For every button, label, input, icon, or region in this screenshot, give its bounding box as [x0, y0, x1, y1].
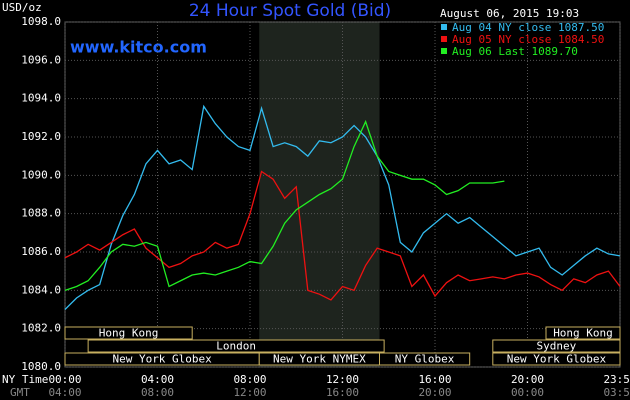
x2-row-label: GMT	[10, 386, 30, 399]
chart-title: 24 Hour Spot Gold (Bid)	[189, 1, 391, 21]
y-tick-label: 1082.0	[21, 322, 61, 335]
y-tick-label: 1086.0	[21, 245, 61, 258]
legend-swatch	[441, 48, 447, 54]
y-tick-label: 1084.0	[21, 283, 61, 296]
x-tick-label: 08:00	[233, 373, 266, 386]
session: New York Globex	[492, 352, 621, 366]
series-line	[64, 170, 621, 301]
x2-tick-label: 08:00	[141, 386, 174, 399]
session: Hong Kong	[545, 326, 621, 340]
y-tick-label: 1094.0	[21, 92, 61, 105]
session: Hong Kong	[64, 326, 193, 340]
session-label: Sydney	[537, 340, 577, 353]
watermark: www.kitco.com	[70, 38, 207, 57]
x-row-label: NY Time	[2, 373, 48, 386]
session-label: New York Globex	[112, 353, 212, 366]
session-label: Hong Kong	[99, 327, 159, 340]
session: Sydney	[492, 339, 621, 353]
y-tick-label: 1098.0	[21, 15, 61, 28]
x-tick-label: 23:59	[603, 373, 630, 386]
y-tick-label: 1080.0	[21, 360, 61, 373]
session: London	[87, 339, 385, 353]
x2-tick-label: 04:00	[48, 386, 81, 399]
legend-label: Aug 04 NY close 1087.50	[452, 21, 604, 34]
y-tick-label: 1090.0	[21, 168, 61, 181]
session-label: New York Globex	[507, 353, 607, 366]
session-box	[64, 326, 193, 340]
session-label: NY Globex	[395, 353, 455, 366]
y-tick-label: 1088.0	[21, 207, 61, 220]
session-label: London	[216, 340, 256, 353]
session: NY Globex	[379, 352, 471, 366]
series-line	[64, 104, 621, 310]
x2-tick-label: 20:00	[418, 386, 451, 399]
session: New York NYMEX	[258, 352, 380, 366]
x2-tick-label: 00:00	[511, 386, 544, 399]
y-tick-label: 1092.0	[21, 130, 61, 143]
x-tick-label: 04:00	[141, 373, 174, 386]
session-box	[492, 352, 621, 366]
timestamp: August 06, 2015 19:03	[440, 7, 579, 20]
legend-label: Aug 06 Last 1089.70	[452, 45, 578, 58]
x2-tick-label: 03:59	[603, 386, 630, 399]
legend-label: Aug 05 NY close 1084.50	[452, 33, 604, 46]
x-tick-label: 16:00	[418, 373, 451, 386]
x-tick-label: 20:00	[511, 373, 544, 386]
y-tick-label: 1096.0	[21, 53, 61, 66]
session: New York Globex	[64, 352, 260, 366]
x2-tick-label: 16:00	[326, 386, 359, 399]
session-box	[87, 339, 385, 353]
x-tick-label: 12:00	[326, 373, 359, 386]
session-label: Hong Kong	[553, 327, 613, 340]
legend-swatch	[441, 24, 447, 30]
session-label: New York NYMEX	[273, 353, 366, 366]
session-box	[379, 352, 471, 366]
series-line	[64, 119, 505, 291]
x-tick-label: 00:00	[48, 373, 81, 386]
session-box	[545, 326, 621, 340]
legend-swatch	[441, 36, 447, 42]
x2-tick-label: 12:00	[233, 386, 266, 399]
unit-label: USD/oz	[2, 1, 42, 14]
session-box	[492, 339, 621, 353]
